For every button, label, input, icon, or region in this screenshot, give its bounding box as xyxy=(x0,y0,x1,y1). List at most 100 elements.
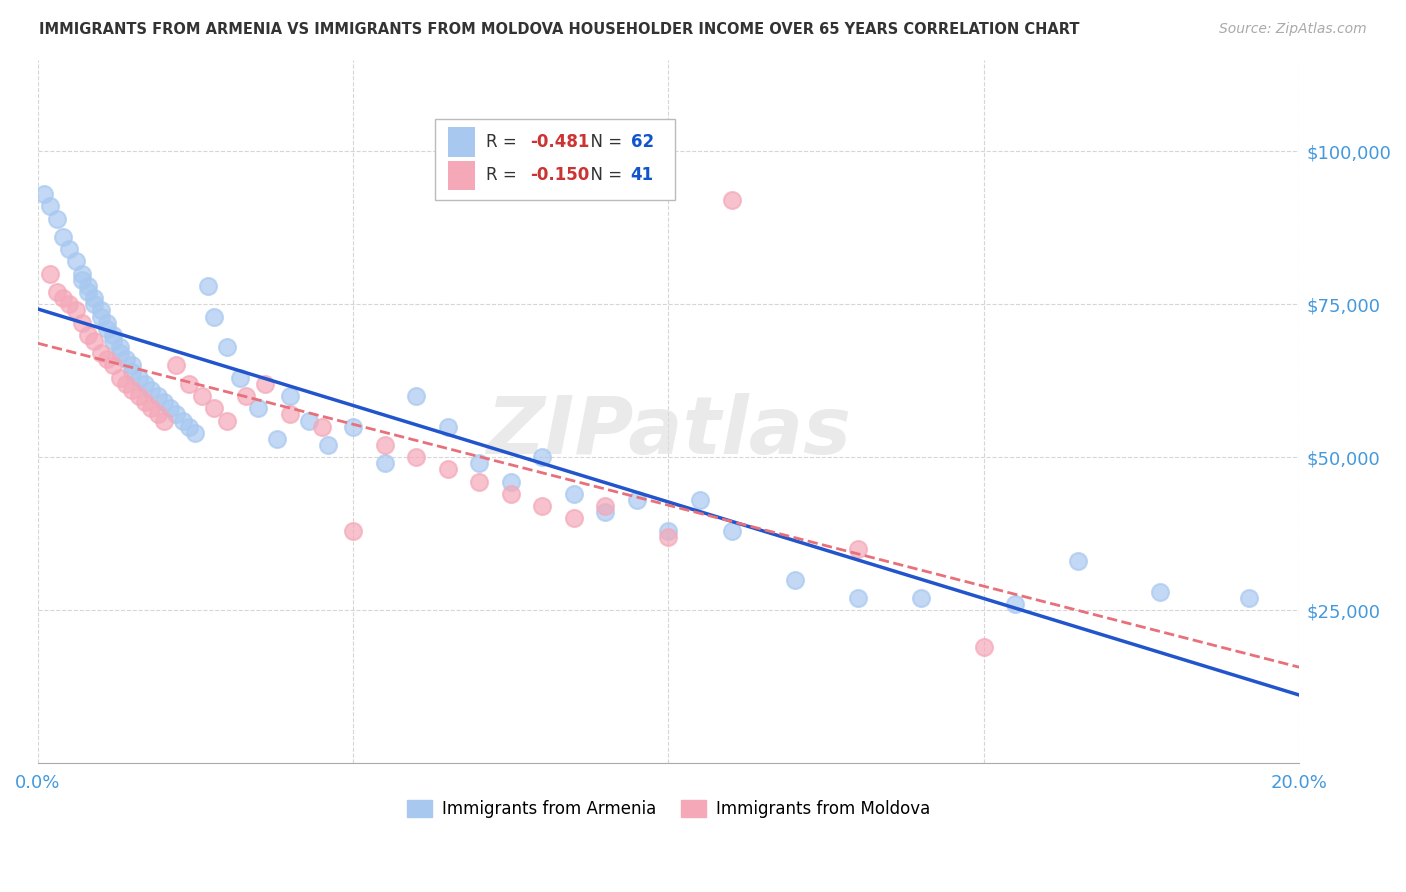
Point xyxy=(83,297,105,311)
Point xyxy=(215,413,238,427)
Point xyxy=(202,401,225,416)
Point xyxy=(626,493,648,508)
Point xyxy=(121,359,143,373)
Point xyxy=(52,291,75,305)
Point xyxy=(90,310,112,324)
Point xyxy=(134,376,156,391)
Text: ZIPatlas: ZIPatlas xyxy=(486,393,851,472)
Point xyxy=(657,530,679,544)
Point xyxy=(103,359,125,373)
Point xyxy=(253,376,276,391)
Point xyxy=(562,487,585,501)
Point xyxy=(77,279,100,293)
Point xyxy=(1237,591,1260,605)
Point xyxy=(58,242,80,256)
Text: R =: R = xyxy=(485,166,522,184)
Point xyxy=(128,370,150,384)
Point xyxy=(595,499,617,513)
Point xyxy=(228,370,250,384)
Point xyxy=(278,408,301,422)
Text: 62: 62 xyxy=(630,133,654,151)
Point xyxy=(39,199,62,213)
Point xyxy=(846,541,869,556)
Point xyxy=(342,419,364,434)
Text: 41: 41 xyxy=(630,166,654,184)
Text: Source: ZipAtlas.com: Source: ZipAtlas.com xyxy=(1219,22,1367,37)
Point xyxy=(52,230,75,244)
Point xyxy=(90,303,112,318)
Point xyxy=(121,365,143,379)
Point xyxy=(165,408,187,422)
Point xyxy=(374,438,396,452)
Point xyxy=(910,591,932,605)
Point xyxy=(499,487,522,501)
Point xyxy=(103,327,125,342)
Point xyxy=(720,194,742,208)
Point xyxy=(65,303,87,318)
FancyBboxPatch shape xyxy=(434,120,675,201)
Legend: Immigrants from Armenia, Immigrants from Moldova: Immigrants from Armenia, Immigrants from… xyxy=(401,794,936,825)
Point xyxy=(90,346,112,360)
Point xyxy=(298,413,321,427)
Point xyxy=(247,401,270,416)
Point xyxy=(846,591,869,605)
Point xyxy=(783,573,806,587)
Text: IMMIGRANTS FROM ARMENIA VS IMMIGRANTS FROM MOLDOVA HOUSEHOLDER INCOME OVER 65 YE: IMMIGRANTS FROM ARMENIA VS IMMIGRANTS FR… xyxy=(39,22,1080,37)
Point xyxy=(108,346,131,360)
Point xyxy=(177,419,200,434)
Text: -0.150: -0.150 xyxy=(530,166,589,184)
Point xyxy=(128,389,150,403)
Point xyxy=(1067,554,1090,568)
Point xyxy=(77,327,100,342)
Point xyxy=(115,352,138,367)
Point xyxy=(531,450,554,465)
Point xyxy=(720,524,742,538)
Point xyxy=(58,297,80,311)
Point xyxy=(65,254,87,268)
Point xyxy=(141,383,163,397)
Point xyxy=(235,389,257,403)
FancyBboxPatch shape xyxy=(447,128,475,157)
Text: N =: N = xyxy=(581,133,627,151)
Point xyxy=(108,340,131,354)
Point xyxy=(531,499,554,513)
Point xyxy=(468,475,491,489)
Point xyxy=(266,432,288,446)
Point xyxy=(115,376,138,391)
Point xyxy=(70,316,93,330)
Point xyxy=(595,505,617,519)
Point xyxy=(197,279,219,293)
Point xyxy=(108,370,131,384)
Point xyxy=(146,408,169,422)
Point xyxy=(278,389,301,403)
Point xyxy=(202,310,225,324)
Text: N =: N = xyxy=(581,166,627,184)
Point xyxy=(96,322,118,336)
Point xyxy=(83,334,105,348)
Point xyxy=(184,425,207,440)
Point xyxy=(499,475,522,489)
Point xyxy=(436,462,458,476)
Point xyxy=(165,359,187,373)
Point xyxy=(436,419,458,434)
Point xyxy=(1149,584,1171,599)
Point xyxy=(146,389,169,403)
Point xyxy=(103,334,125,348)
Point xyxy=(83,291,105,305)
Point xyxy=(70,267,93,281)
Point xyxy=(153,413,176,427)
Point xyxy=(172,413,194,427)
Point xyxy=(141,401,163,416)
Point xyxy=(121,383,143,397)
Point xyxy=(77,285,100,299)
Point xyxy=(562,511,585,525)
Point xyxy=(159,401,181,416)
Point xyxy=(468,456,491,470)
Point xyxy=(45,285,67,299)
Point xyxy=(311,419,333,434)
Point xyxy=(374,456,396,470)
Point xyxy=(342,524,364,538)
Point xyxy=(405,450,427,465)
Point xyxy=(689,493,711,508)
Point xyxy=(316,438,339,452)
